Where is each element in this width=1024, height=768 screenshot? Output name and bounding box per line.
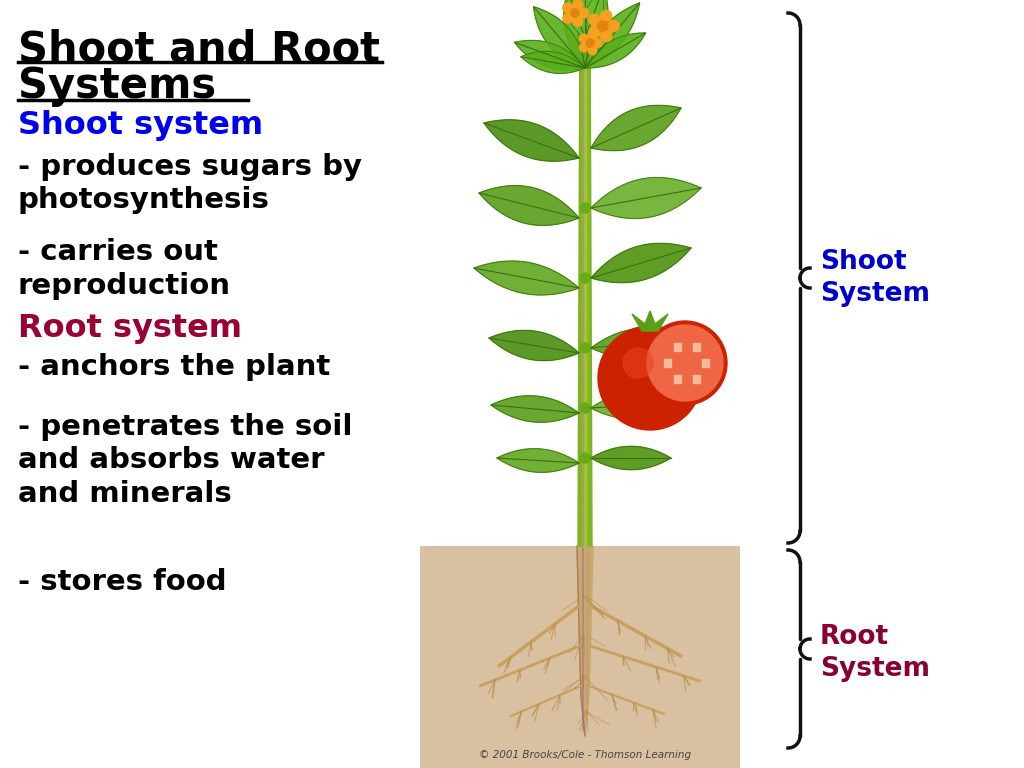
Bar <box>420 546 740 768</box>
Circle shape <box>572 0 583 9</box>
Text: - carries out
reproduction: - carries out reproduction <box>18 238 231 300</box>
Circle shape <box>623 348 653 378</box>
Polygon shape <box>534 7 585 68</box>
Circle shape <box>580 44 588 52</box>
Circle shape <box>598 326 702 430</box>
Polygon shape <box>474 261 579 295</box>
Circle shape <box>580 8 589 18</box>
Polygon shape <box>632 311 668 331</box>
Circle shape <box>601 31 612 41</box>
Text: Systems: Systems <box>18 65 216 107</box>
Polygon shape <box>647 325 723 401</box>
Text: - stores food: - stores food <box>18 568 226 596</box>
Circle shape <box>580 273 590 283</box>
Circle shape <box>572 17 583 26</box>
Polygon shape <box>497 449 579 472</box>
Polygon shape <box>514 41 585 70</box>
Circle shape <box>580 453 590 463</box>
Polygon shape <box>575 0 595 38</box>
Polygon shape <box>591 446 671 470</box>
Text: Root system: Root system <box>18 313 242 344</box>
Circle shape <box>589 15 600 25</box>
Polygon shape <box>585 3 640 68</box>
Circle shape <box>563 13 572 23</box>
Polygon shape <box>479 186 579 225</box>
Polygon shape <box>591 177 701 218</box>
Circle shape <box>580 343 590 353</box>
Polygon shape <box>566 0 587 38</box>
Circle shape <box>589 27 600 38</box>
Circle shape <box>598 21 608 31</box>
Polygon shape <box>591 329 686 358</box>
Polygon shape <box>577 546 593 736</box>
Circle shape <box>586 39 594 47</box>
Circle shape <box>608 21 620 31</box>
Circle shape <box>571 9 579 17</box>
Polygon shape <box>591 392 676 419</box>
Polygon shape <box>489 330 579 361</box>
Text: Root
System: Root System <box>820 624 930 682</box>
Polygon shape <box>484 120 579 161</box>
Circle shape <box>588 31 597 40</box>
Circle shape <box>580 34 588 42</box>
Circle shape <box>594 39 602 47</box>
Polygon shape <box>582 0 586 546</box>
Polygon shape <box>584 0 604 38</box>
Text: Shoot system: Shoot system <box>18 110 263 141</box>
Circle shape <box>588 46 597 55</box>
Text: - produces sugars by
photosynthesis: - produces sugars by photosynthesis <box>18 153 362 214</box>
Text: Shoot
System: Shoot System <box>820 249 930 307</box>
Polygon shape <box>490 396 579 422</box>
Polygon shape <box>591 243 691 283</box>
Text: - penetrates the soil
and absorbs water
and minerals: - penetrates the soil and absorbs water … <box>18 413 352 508</box>
Text: - anchors the plant: - anchors the plant <box>18 353 331 381</box>
Polygon shape <box>564 0 592 68</box>
Text: Shoot and Root: Shoot and Root <box>18 28 380 70</box>
Polygon shape <box>578 0 592 546</box>
Text: © 2001 Brooks/Cole - Thomson Learning: © 2001 Brooks/Cole - Thomson Learning <box>479 750 691 760</box>
Circle shape <box>563 3 572 12</box>
Polygon shape <box>521 51 585 74</box>
Circle shape <box>601 11 612 22</box>
Polygon shape <box>578 0 608 68</box>
Circle shape <box>643 321 727 405</box>
Circle shape <box>580 203 590 213</box>
Circle shape <box>580 403 590 413</box>
Polygon shape <box>585 33 645 68</box>
Polygon shape <box>591 105 681 151</box>
